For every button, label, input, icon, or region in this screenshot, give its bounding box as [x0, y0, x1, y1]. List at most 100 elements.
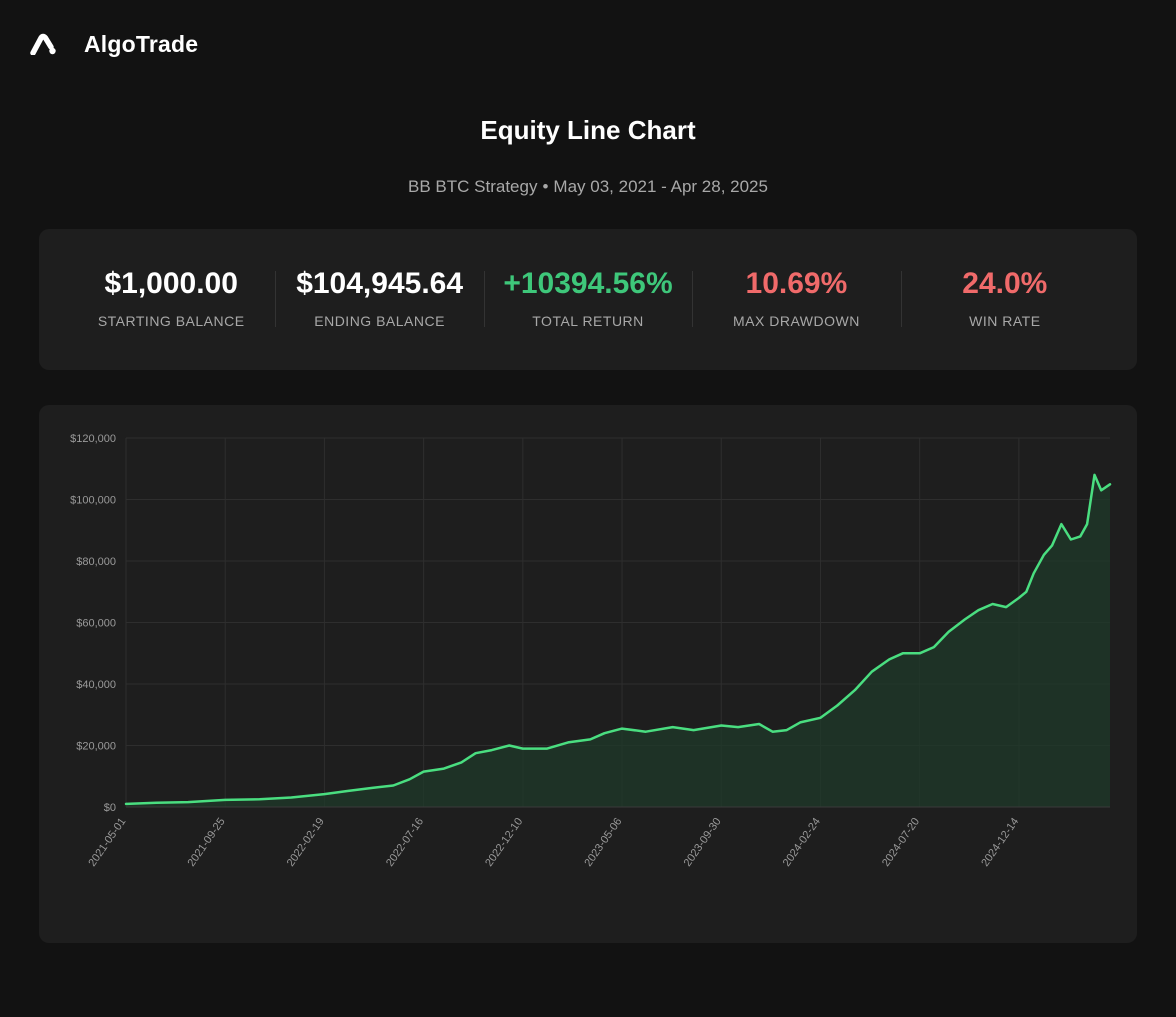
- stat-ending-balance: $104,945.64 ENDING BALANCE: [275, 266, 483, 329]
- equity-point: [1060, 523, 1063, 525]
- equity-point: [1043, 553, 1045, 556]
- equity-point: [567, 741, 569, 744]
- equity-point: [771, 730, 774, 733]
- equity-point: [644, 730, 647, 733]
- equity-point: [799, 721, 802, 724]
- stat-value: $1,000.00: [104, 266, 238, 300]
- equity-point: [1025, 590, 1028, 593]
- equity-point: [737, 726, 739, 728]
- equity-point: [991, 603, 994, 605]
- stat-win-rate: 24.0% WIN RATE: [900, 266, 1109, 329]
- x-tick-label: 2023-05-06: [582, 816, 624, 869]
- y-tick-label: $0: [104, 802, 116, 814]
- x-tick-label: 2022-02-19: [285, 816, 327, 869]
- equity-point: [443, 767, 445, 770]
- equity-point: [371, 787, 374, 789]
- equity-point: [323, 793, 326, 795]
- stat-label: TOTAL RETURN: [532, 312, 644, 329]
- equity-point: [224, 799, 227, 801]
- brand[interactable]: AlgoTrade: [30, 28, 198, 60]
- equity-point: [1109, 483, 1111, 486]
- equity-point: [888, 658, 891, 661]
- equity-point: [1100, 489, 1103, 492]
- equity-area: [126, 474, 1110, 807]
- equity-point: [187, 801, 190, 803]
- date-range: May 03, 2021 - Apr 28, 2025: [553, 177, 768, 196]
- equity-point: [621, 727, 623, 730]
- stat-label: ENDING BALANCE: [314, 312, 445, 329]
- y-tick-label: $40,000: [76, 679, 116, 691]
- page-title: Equity Line Chart: [480, 115, 696, 145]
- equity-point: [1079, 535, 1082, 538]
- equity-chart[interactable]: $0 $20,000 $40,000 $60,000 $80,000 $100,000 $1…: [39, 405, 1137, 943]
- stat-starting-balance: $1,000.00 STARTING BALANCE: [67, 266, 275, 329]
- equity-point: [422, 770, 425, 773]
- equity-point: [947, 630, 950, 633]
- x-tick-label: 2022-12-10: [483, 816, 525, 869]
- y-tick-label: $80,000: [76, 556, 116, 568]
- equity-point: [977, 609, 980, 612]
- equity-point: [155, 801, 158, 804]
- equity-point: [546, 747, 548, 750]
- stats-card: $1,000.00 STARTING BALANCE $104,945.64 E…: [39, 229, 1137, 370]
- equity-point: [603, 732, 606, 735]
- stat-total-return: +10394.56% TOTAL RETURN: [483, 266, 692, 329]
- x-tick-label: 2021-05-01: [86, 816, 128, 869]
- equity-point: [870, 670, 873, 673]
- equity-point: [1093, 474, 1096, 476]
- strategy-name: BB BTC Strategy: [408, 177, 538, 196]
- equity-point: [785, 729, 788, 731]
- stat-label: MAX DRAWDOWN: [733, 312, 860, 329]
- stat-value: +10394.56%: [503, 266, 673, 300]
- page-subtitle: BB BTC Strategy • May 03, 2021 - Apr 28, 2…: [0, 177, 1176, 197]
- equity-point: [521, 747, 524, 750]
- x-tick-label: 2024-07-20: [880, 816, 922, 869]
- equity-point: [964, 618, 966, 621]
- equity-point: [854, 689, 856, 691]
- y-tick-label: $60,000: [76, 618, 116, 630]
- stat-label: WIN RATE: [969, 312, 1041, 329]
- stat-value: 10.69%: [745, 266, 848, 300]
- equity-point: [408, 778, 411, 781]
- equity-point: [836, 704, 839, 707]
- equity-point: [671, 726, 674, 728]
- y-tick-label: $120,000: [70, 433, 116, 445]
- equity-point: [346, 790, 349, 792]
- equity-point: [258, 798, 261, 801]
- equity-point: [692, 729, 695, 731]
- equity-point: [1018, 597, 1020, 599]
- brand-name: AlgoTrade: [84, 30, 199, 57]
- equity-point: [490, 749, 493, 751]
- y-tick-label: $100,000: [70, 495, 116, 507]
- x-tick-label: 2023-09-30: [682, 816, 724, 869]
- equity-point: [758, 723, 760, 725]
- equity-point: [1051, 544, 1053, 547]
- equity-chart-card: $0 $20,000 $40,000 $60,000 $80,000 $100,000 $1…: [39, 405, 1137, 943]
- equity-point: [392, 784, 395, 787]
- stat-max-drawdown: 10.69% MAX DRAWDOWN: [692, 266, 900, 329]
- equity-point: [290, 796, 293, 799]
- equity-point: [933, 646, 935, 648]
- equity-point: [508, 744, 511, 747]
- stat-value: 24.0%: [962, 266, 1048, 300]
- y-tick-label: $20,000: [76, 741, 116, 753]
- equity-point: [720, 724, 723, 727]
- x-tick-label: 2021-09-25: [186, 816, 228, 869]
- equity-point: [589, 738, 592, 741]
- equity-point: [918, 652, 921, 655]
- stat-label: STARTING BALANCE: [97, 312, 245, 329]
- stat-value: $104,945.64: [296, 266, 464, 300]
- equity-point: [1005, 606, 1007, 608]
- equity-point: [1070, 538, 1072, 541]
- algotrade-logo-icon: [30, 33, 56, 55]
- equity-point: [1086, 523, 1088, 525]
- equity-point: [474, 752, 477, 755]
- x-tick-label: 2024-02-24: [781, 816, 823, 869]
- x-tick-label: 2022-07-16: [384, 816, 426, 869]
- equity-point: [1032, 572, 1035, 575]
- equity-point: [460, 761, 463, 764]
- equity-point: [819, 716, 822, 719]
- equity-point: [901, 652, 904, 655]
- subtitle-separator: •: [542, 177, 549, 196]
- x-tick-label: 2024-12-14: [979, 816, 1021, 869]
